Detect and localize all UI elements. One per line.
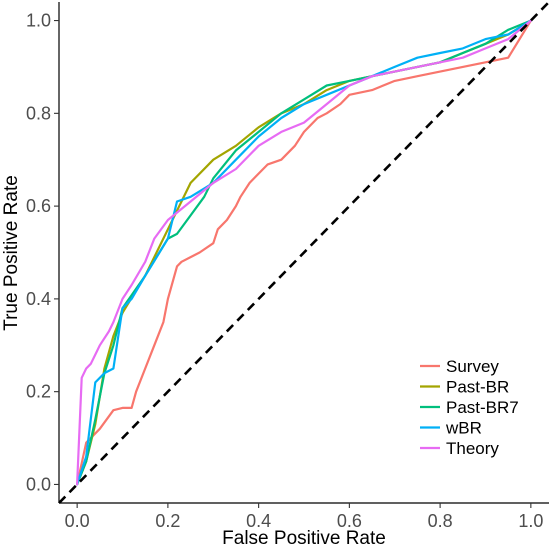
x-ticks: 0.0 0.2 0.4 0.6 0.8 1.0 <box>65 503 543 531</box>
legend-label: Theory <box>446 439 499 458</box>
y-axis-title: True Positive Rate <box>1 175 22 331</box>
y-tick-label: 1.0 <box>26 11 51 31</box>
plot-lines <box>58 1 550 504</box>
y-tick-label: 0.0 <box>26 474 51 494</box>
legend-label: Past-BR <box>446 378 509 397</box>
diagonal-reference-line <box>58 1 550 504</box>
y-ticks: 0.0 0.2 0.4 0.6 0.8 1.0 <box>26 11 59 494</box>
legend-label: wBR <box>445 419 482 438</box>
y-tick-label: 0.2 <box>26 382 51 402</box>
y-tick-label: 0.8 <box>26 103 51 123</box>
series-line-theory <box>76 19 532 486</box>
x-tick-label: 0.6 <box>337 511 362 531</box>
series-line-wbr <box>76 19 532 486</box>
x-tick-label: 0.2 <box>155 511 180 531</box>
x-axis-title: False Positive Rate <box>222 528 386 549</box>
x-tick-label: 0.8 <box>428 511 453 531</box>
x-tick-label: 0.4 <box>246 511 271 531</box>
x-tick-label: 1.0 <box>518 511 543 531</box>
legend-label: Survey <box>446 357 499 376</box>
x-tick-label: 0.0 <box>65 511 90 531</box>
series-line-survey <box>76 19 532 486</box>
y-tick-label: 0.4 <box>26 289 51 309</box>
legend-label: Past-BR7 <box>446 398 519 417</box>
y-tick-label: 0.6 <box>26 196 51 216</box>
